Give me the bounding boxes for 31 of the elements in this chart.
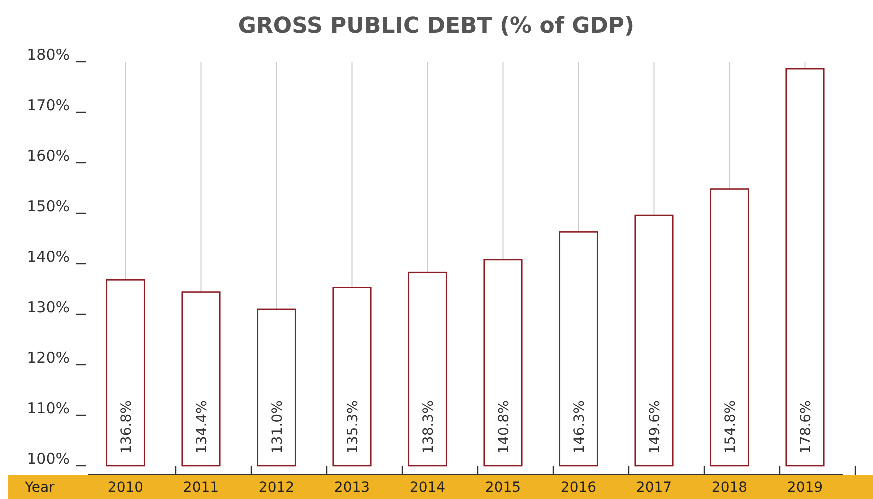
y-tick-label: 110%	[27, 400, 70, 418]
data-label: 178.6%	[798, 400, 814, 454]
data-label: 140.8%	[496, 400, 512, 454]
chart-title: GROSS PUBLIC DEBT (% of GDP)	[238, 14, 635, 39]
x-axis-title: Year	[24, 480, 56, 496]
x-tick-label: 2013	[334, 480, 370, 496]
data-label: 134.4%	[194, 400, 210, 454]
y-tick-label: 180%	[27, 46, 70, 64]
data-label: 146.3%	[572, 400, 588, 454]
x-tick-label: 2014	[410, 480, 446, 496]
y-tick-label: 140%	[27, 248, 70, 266]
x-tick-label: 2015	[485, 480, 522, 496]
data-label: 136.8%	[118, 400, 135, 454]
y-tick-label: 160%	[27, 147, 70, 166]
data-label: 131.0%	[270, 400, 286, 454]
x-tick-label: 2011	[183, 480, 220, 496]
y-tick-label: 170%	[27, 96, 70, 115]
x-tick-label: 2018	[712, 480, 748, 496]
x-tick-label: 2016	[560, 480, 597, 496]
y-tick-label: 130%	[27, 298, 70, 317]
y-tick-label: 150%	[27, 198, 70, 216]
data-label: 135.3%	[345, 400, 362, 454]
x-tick-label: 2010	[108, 480, 144, 496]
y-tick-label: 100%	[27, 450, 70, 468]
data-label: 138.3%	[420, 400, 437, 454]
x-tick-label: 2019	[787, 480, 824, 496]
data-label: 149.6%	[647, 400, 664, 454]
x-tick-label: 2017	[636, 480, 672, 496]
y-tick-label: 120%	[27, 349, 70, 368]
x-tick-label: 2012	[258, 480, 295, 496]
data-label: 154.8%	[722, 400, 739, 454]
